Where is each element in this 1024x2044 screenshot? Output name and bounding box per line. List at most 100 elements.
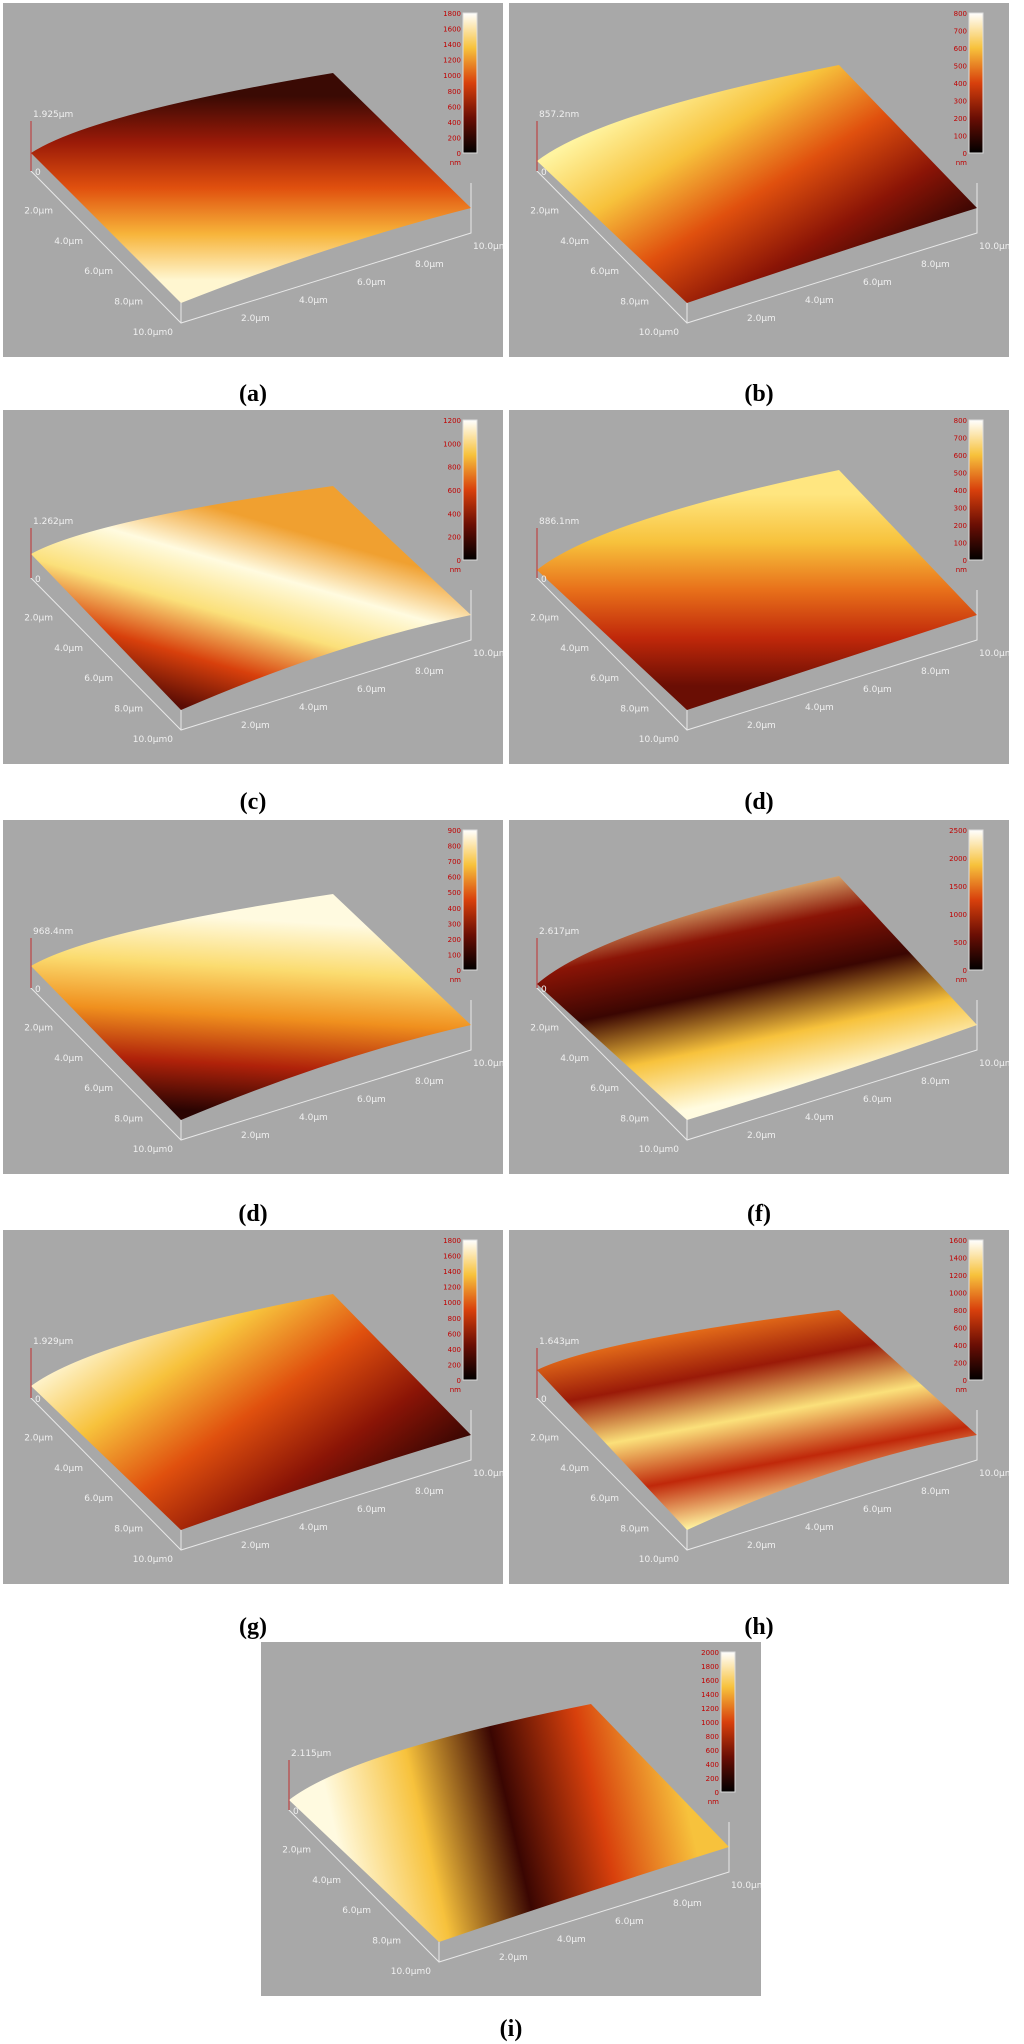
colorbar-tick: 300 bbox=[448, 920, 461, 928]
colorbar-tick: 200 bbox=[954, 115, 967, 123]
x-axis-label: 2.0µm bbox=[241, 1131, 270, 1141]
colorbar-tick: 400 bbox=[954, 80, 967, 88]
colorbar-tick: 600 bbox=[448, 103, 461, 111]
y-axis-label: 8.0µm bbox=[620, 298, 649, 308]
x-axis-label: 6.0µm bbox=[615, 1917, 644, 1927]
x-axis-label: 10.0µm bbox=[473, 1059, 503, 1069]
colorbar-tick: 800 bbox=[706, 1733, 719, 1741]
colorbar-tick: 200 bbox=[954, 522, 967, 530]
colorbar bbox=[720, 1651, 736, 1793]
surface bbox=[537, 470, 977, 710]
colorbar-tick: 800 bbox=[448, 1315, 461, 1323]
panel-label: (a) bbox=[239, 381, 267, 407]
colorbar-tick: 200 bbox=[448, 534, 461, 542]
colorbar-tick: 200 bbox=[448, 1361, 461, 1369]
y-axis-label: 4.0µm bbox=[560, 1054, 589, 1064]
x-axis-label: 4.0µm bbox=[805, 1113, 834, 1123]
colorbar-tick: 1800 bbox=[443, 10, 461, 18]
colorbar bbox=[968, 12, 984, 154]
y-axis-label: 2.0µm bbox=[530, 1023, 559, 1033]
x-axis-label: 6.0µm bbox=[863, 1505, 892, 1515]
afm-panel: 2.115µm 0 2.0µm 4.0µm 6.0µm 8.0µm 10.0µm0 2.0µm… bbox=[261, 1642, 761, 1996]
y-axis-label: 6.0µm bbox=[590, 674, 619, 684]
y-axis-label: 6.0µm bbox=[590, 1494, 619, 1504]
z-zero-label: 0 bbox=[541, 575, 547, 585]
colorbar-tick: 600 bbox=[448, 874, 461, 882]
colorbar-tick: 800 bbox=[448, 464, 461, 472]
y-axis-label: 8.0µm bbox=[114, 298, 143, 308]
z-zero-label: 0 bbox=[35, 575, 41, 585]
colorbar-tick: 400 bbox=[448, 1346, 461, 1354]
y-axis-label: 2.0µm bbox=[530, 613, 559, 623]
colorbar-tick: 0 bbox=[457, 1377, 461, 1385]
x-axis-label: 10.0µm bbox=[979, 242, 1009, 252]
colorbar-tick: 600 bbox=[448, 1330, 461, 1338]
colorbar-tick: 400 bbox=[448, 510, 461, 518]
y-axis-label: 10.0µm0 bbox=[639, 1555, 680, 1565]
colorbar-tick: 1200 bbox=[701, 1705, 719, 1713]
colorbar-unit: nm bbox=[956, 566, 967, 574]
colorbar-tick: 100 bbox=[448, 951, 461, 959]
x-axis-label: 8.0µm bbox=[673, 1899, 702, 1909]
colorbar-tick: 400 bbox=[954, 1342, 967, 1350]
colorbar-tick: 1000 bbox=[443, 1299, 461, 1307]
colorbar bbox=[968, 829, 984, 971]
colorbar-tick: 1000 bbox=[443, 440, 461, 448]
colorbar-tick: 0 bbox=[963, 1377, 967, 1385]
colorbar-tick: 0 bbox=[963, 150, 967, 158]
y-axis-label: 10.0µm0 bbox=[133, 735, 174, 745]
colorbar-tick: 1000 bbox=[949, 1290, 967, 1298]
colorbar-tick: 500 bbox=[448, 889, 461, 897]
colorbar bbox=[968, 1239, 984, 1381]
colorbar-tick: 700 bbox=[954, 435, 967, 443]
colorbar-tick: 1000 bbox=[443, 72, 461, 80]
y-axis-label: 10.0µm0 bbox=[133, 1555, 174, 1565]
colorbar-tick: 0 bbox=[457, 967, 461, 975]
colorbar-tick: 800 bbox=[954, 10, 967, 18]
colorbar-tick: 800 bbox=[448, 88, 461, 96]
z-zero-label: 0 bbox=[541, 168, 547, 178]
colorbar-tick: 600 bbox=[954, 45, 967, 53]
afm-panel: 1.643µm 0 2.0µm 4.0µm 6.0µm 8.0µm 10.0µm0 2.0µm… bbox=[509, 1230, 1009, 1584]
afm-image: 1.925µm02.0µm4.0µm6.0µm8.0µm10.0µm02.0µm… bbox=[24, 10, 503, 338]
colorbar-unit: nm bbox=[450, 159, 461, 167]
colorbar-tick: 100 bbox=[954, 133, 967, 141]
colorbar-tick: 500 bbox=[954, 939, 967, 947]
x-axis-label: 4.0µm bbox=[299, 703, 328, 713]
colorbar bbox=[968, 419, 984, 561]
x-axis-label: 4.0µm bbox=[299, 1523, 328, 1533]
y-axis-label: 2.0µm bbox=[282, 1845, 311, 1855]
colorbar-tick: 600 bbox=[448, 487, 461, 495]
x-axis-label: 10.0µm bbox=[979, 1059, 1009, 1069]
x-axis-label: 10.0µm bbox=[979, 1469, 1009, 1479]
z-max-label: 1.643µm bbox=[539, 1337, 579, 1347]
x-axis-label: 8.0µm bbox=[415, 260, 444, 270]
x-axis-label: 4.0µm bbox=[805, 703, 834, 713]
y-axis-label: 4.0µm bbox=[560, 1464, 589, 1474]
y-axis-label: 8.0µm bbox=[114, 705, 143, 715]
colorbar-tick: 1600 bbox=[443, 26, 461, 34]
y-axis-label: 10.0µm0 bbox=[391, 1967, 432, 1977]
y-axis-label: 6.0µm bbox=[84, 1084, 113, 1094]
colorbar-tick: 1000 bbox=[701, 1719, 719, 1727]
z-max-label: 857.2nm bbox=[539, 110, 579, 120]
y-axis-label: 8.0µm bbox=[372, 1937, 401, 1947]
colorbar-tick: 200 bbox=[706, 1775, 719, 1783]
x-axis-label: 4.0µm bbox=[299, 1113, 328, 1123]
x-axis-label: 2.0µm bbox=[747, 314, 776, 324]
x-axis-label: 8.0µm bbox=[921, 1077, 950, 1087]
x-axis-label: 2.0µm bbox=[241, 721, 270, 731]
surface bbox=[537, 1310, 977, 1530]
x-axis-label: 10.0µm bbox=[731, 1881, 761, 1891]
afm-image: 1.262µm02.0µm4.0µm6.0µm8.0µm10.0µm02.0µm… bbox=[24, 417, 503, 745]
colorbar-unit: nm bbox=[450, 566, 461, 574]
z-zero-label: 0 bbox=[35, 168, 41, 178]
x-axis-label: 2.0µm bbox=[747, 721, 776, 731]
colorbar-tick: 1400 bbox=[701, 1691, 719, 1699]
x-axis-label: 6.0µm bbox=[863, 685, 892, 695]
colorbar-tick: 600 bbox=[706, 1747, 719, 1755]
panel-label: (d) bbox=[238, 1201, 268, 1227]
x-axis-label: 10.0µm bbox=[473, 242, 503, 252]
colorbar bbox=[462, 12, 478, 154]
x-axis-label: 2.0µm bbox=[747, 1131, 776, 1141]
